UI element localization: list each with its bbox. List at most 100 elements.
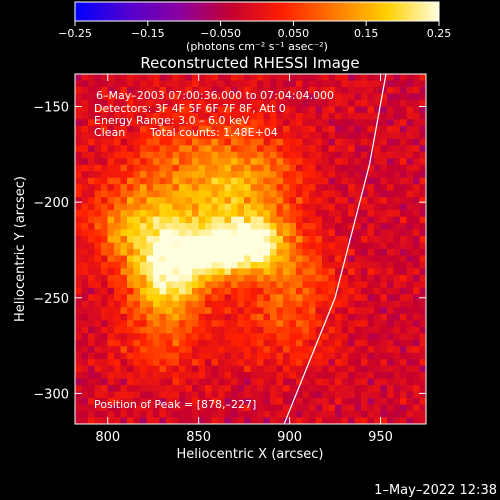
heatmap-cell: [296, 313, 304, 321]
heatmap-cell: [374, 261, 382, 270]
heatmap-cell: [179, 352, 187, 360]
heatmap-cell: [172, 74, 180, 82]
heatmap-cell: [302, 242, 310, 250]
heatmap-cell: [413, 132, 421, 140]
heatmap-cell: [218, 365, 226, 373]
heatmap-cell: [159, 378, 167, 386]
heatmap-cell: [205, 294, 213, 302]
heatmap-cell: [322, 197, 330, 205]
heatmap-cell: [101, 99, 109, 108]
heatmap-cell: [211, 164, 219, 172]
heatmap-cell: [211, 216, 219, 224]
heatmap-cell: [289, 223, 297, 231]
heatmap-cell: [140, 151, 148, 159]
heatmap-cell: [361, 125, 369, 133]
heatmap-cell: [101, 281, 109, 289]
heatmap-cell: [289, 255, 297, 263]
heatmap-cell: [374, 216, 382, 224]
heatmap-cell: [387, 125, 395, 133]
heatmap-cell: [406, 339, 414, 347]
heatmap-cell: [400, 359, 408, 367]
heatmap-cell: [302, 307, 310, 315]
heatmap-cell: [185, 138, 193, 146]
heatmap-cell: [101, 242, 109, 250]
heatmap-cell: [172, 177, 180, 185]
heatmap-cell: [335, 190, 343, 198]
heatmap-cell: [133, 242, 141, 250]
heatmap-cell: [335, 346, 343, 354]
heatmap-cell: [302, 158, 310, 166]
heatmap-cell: [218, 74, 226, 82]
heatmap-cell: [211, 294, 219, 302]
heatmap-cell: [244, 372, 252, 380]
heatmap-cell: [192, 138, 200, 146]
heatmap-cell: [393, 320, 401, 328]
heatmap-cell: [393, 177, 401, 185]
heatmap-cell: [270, 171, 278, 179]
heatmap-cell: [185, 125, 193, 133]
heatmap-cell: [406, 236, 414, 244]
heatmap-cell: [263, 359, 271, 367]
heatmap-cell: [263, 229, 271, 237]
heatmap-cell: [211, 177, 219, 185]
heatmap-cell: [380, 255, 388, 263]
heatmap-cell: [75, 74, 83, 82]
heatmap-cell: [179, 229, 187, 237]
heatmap-cell: [309, 99, 317, 108]
heatmap-cell: [257, 326, 265, 334]
heatmap-cell: [133, 164, 141, 172]
heatmap-cell: [88, 313, 96, 321]
heatmap-cell: [263, 138, 271, 146]
heatmap-cell: [257, 268, 265, 276]
heatmap-cell: [185, 398, 193, 406]
heatmap-cell: [159, 99, 167, 108]
heatmap-cell: [380, 404, 388, 412]
heatmap-cell: [81, 294, 89, 302]
heatmap-cell: [361, 132, 369, 140]
heatmap-cell: [328, 125, 336, 133]
heatmap-cell: [406, 378, 414, 386]
heatmap-cell: [289, 274, 297, 283]
heatmap-cell: [94, 411, 102, 419]
heatmap-cell: [198, 177, 206, 185]
heatmap-cell: [205, 99, 213, 108]
heatmap-cell: [159, 86, 167, 95]
heatmap-cell: [413, 320, 421, 328]
heatmap-cell: [218, 216, 226, 224]
heatmap-cell: [101, 417, 109, 424]
heatmap-cell: [133, 359, 141, 367]
heatmap-cell: [374, 300, 382, 308]
heatmap-cell: [120, 333, 128, 341]
heatmap-cell: [75, 99, 83, 108]
heatmap-cell: [354, 365, 362, 373]
heatmap-cell: [211, 346, 219, 354]
heatmap-cell: [224, 378, 232, 386]
heatmap-cell: [159, 398, 167, 406]
heatmap-cell: [231, 352, 239, 360]
heatmap-cell: [335, 216, 343, 224]
heatmap-cell: [107, 229, 115, 237]
heatmap-cell: [231, 158, 239, 166]
heatmap-cell: [146, 74, 154, 82]
heatmap-cell: [296, 300, 304, 308]
heatmap-cell: [237, 106, 245, 114]
heatmap-cell: [244, 99, 252, 108]
heatmap-cell: [250, 320, 258, 328]
heatmap-cell: [153, 333, 161, 341]
heatmap-cell: [374, 210, 382, 218]
heatmap-cell: [361, 300, 369, 308]
heatmap-cell: [289, 391, 297, 399]
heatmap-cell: [133, 151, 141, 159]
heatmap-cell: [257, 404, 265, 412]
heatmap-cell: [309, 417, 317, 424]
heatmap-cell: [237, 190, 245, 198]
heatmap-cell: [276, 86, 284, 95]
heatmap-cell: [153, 86, 161, 95]
heatmap-cell: [276, 268, 284, 276]
heatmap-cell: [172, 365, 180, 373]
heatmap-cell: [211, 99, 219, 108]
heatmap-cell: [244, 197, 252, 205]
heatmap-cell: [153, 197, 161, 205]
heatmap-cell: [140, 158, 148, 166]
heatmap-cell: [237, 411, 245, 419]
